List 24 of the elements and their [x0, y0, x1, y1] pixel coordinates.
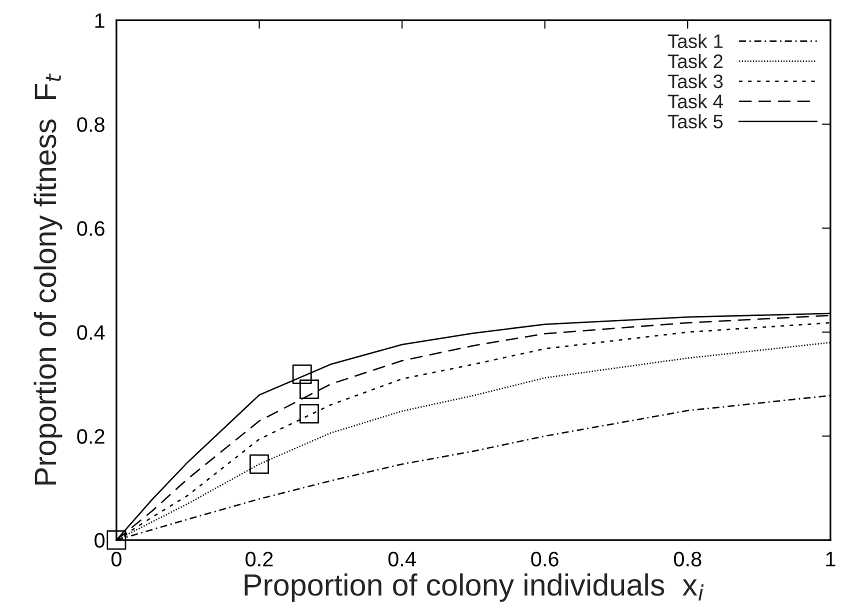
- legend-label: Task 3: [668, 74, 723, 88]
- y-tick-label: 0.2: [77, 429, 104, 444]
- legend-label: Task 5: [668, 114, 723, 128]
- x-tick-label: 0.6: [531, 552, 558, 566]
- y-tick-label: 0.6: [77, 221, 104, 236]
- x-tick-label: 0.4: [388, 552, 416, 566]
- point: [106, 530, 126, 550]
- point: [292, 364, 312, 384]
- x-tick-label: 1: [826, 552, 836, 566]
- y-tick-label: 0.4: [77, 325, 105, 340]
- x-tick-label: 0.2: [246, 552, 273, 566]
- point: [299, 404, 319, 424]
- x-tick-label: 0.8: [674, 552, 702, 566]
- legend-label: Task 4: [668, 94, 723, 108]
- x-tick-label: 0: [111, 552, 122, 566]
- point: [299, 380, 319, 400]
- y-tick-label: 0.8: [77, 117, 104, 132]
- y-axis-title: Proportion of colony fitness F$_{t}$: [34, 73, 62, 484]
- y-tick-label: 0: [94, 533, 105, 548]
- legend-label: Task 1: [668, 34, 723, 48]
- y-tick-label: 1: [95, 13, 104, 28]
- x-axis-title: Proportion of colony individuals x$_{i}$: [244, 573, 704, 602]
- point: [250, 454, 269, 474]
- legend-label: Task 2: [668, 54, 723, 68]
